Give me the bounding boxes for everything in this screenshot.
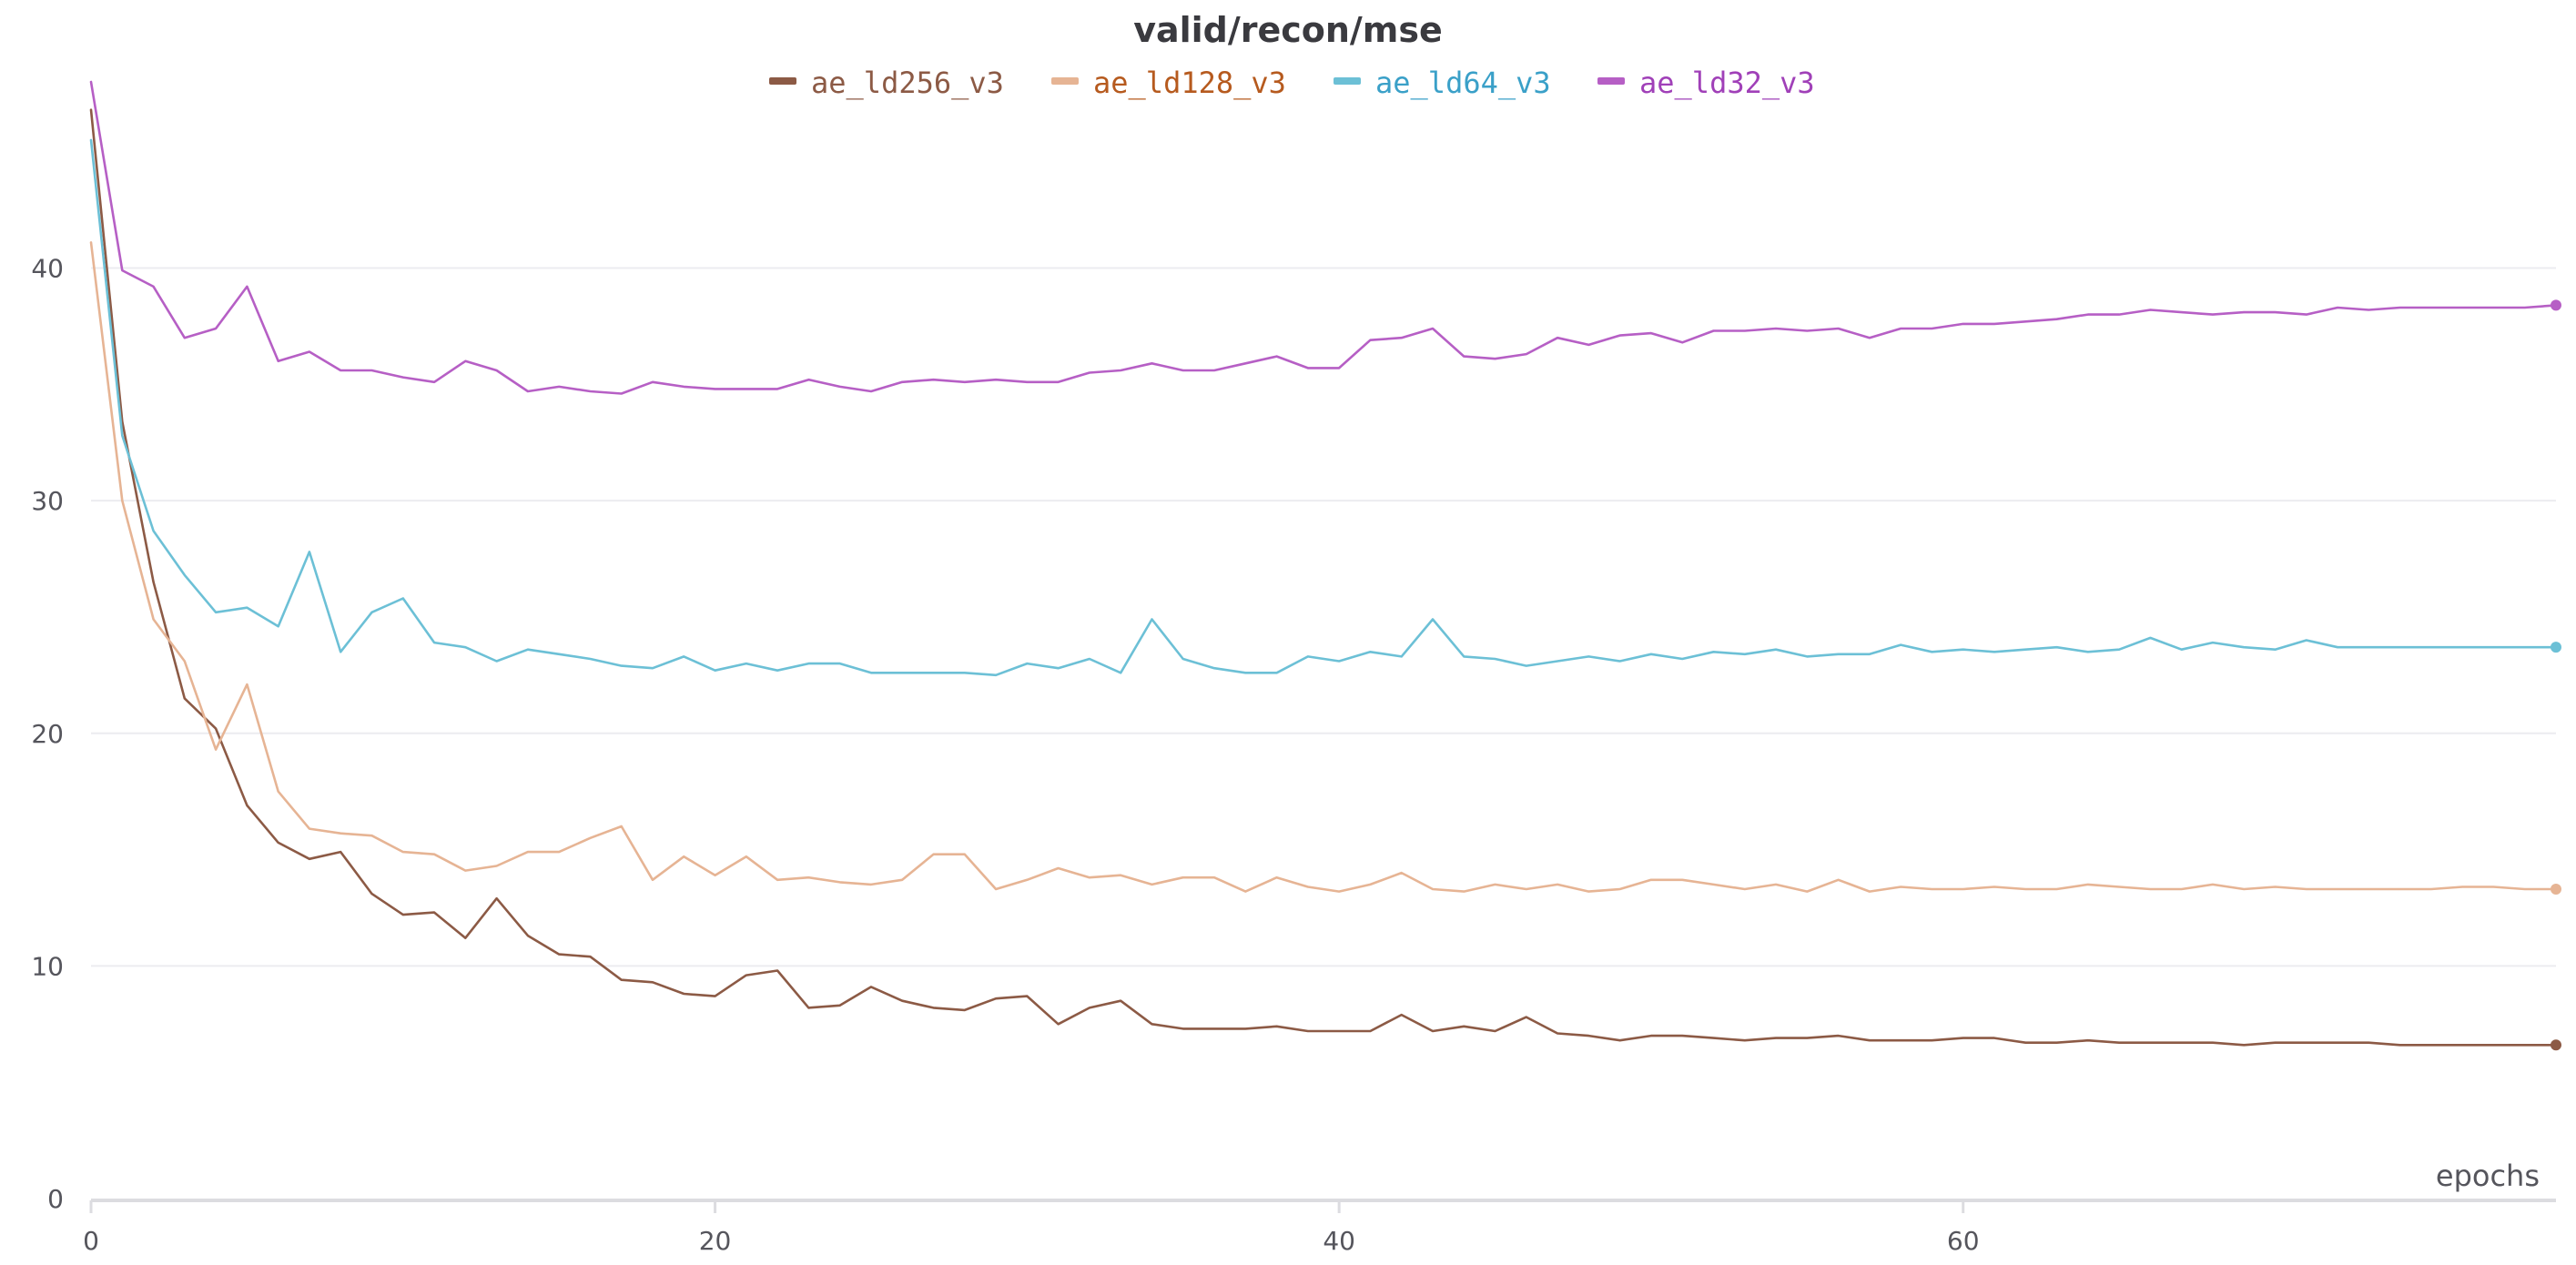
y-tick-label: 40 [31,254,64,284]
legend-swatch [769,77,796,85]
x-tick-label: 20 [699,1226,732,1256]
x-tick-label: 40 [1323,1226,1355,1256]
legend-item-ae_ld64_v3[interactable]: ae_ld64_v3 [1334,66,1551,100]
legend-label: ae_ld32_v3 [1639,66,1815,100]
series-line-ae_ld32_v3 [89,80,2558,395]
series-end-marker-ae_ld32_v3 [2551,299,2561,311]
y-tick-label: 20 [31,719,64,749]
legend-swatch [1597,77,1625,85]
series-line-ae_ld64_v3 [89,138,2558,677]
chart-title: valid/recon/mse [1133,10,1443,50]
legend-label: ae_ld256_v3 [811,66,1004,100]
legend-swatch [1334,77,1361,85]
grid [91,267,2556,967]
x-tick-label: 60 [1947,1226,1980,1256]
legend: ae_ld256_v3 ae_ld128_v3 ae_ld64_v3 ae_ld32_… [769,66,1815,100]
series-line-ae_ld256_v3 [89,108,2558,1047]
y-tick-label: 30 [31,486,64,516]
y-tick-label: 0 [47,1184,64,1214]
series-group [89,80,2561,1051]
series-line-ae_ld128_v3 [89,241,2558,893]
legend-label: ae_ld64_v3 [1375,66,1551,100]
x-tick-label: 0 [83,1226,99,1256]
legend-item-ae_ld128_v3[interactable]: ae_ld128_v3 [1051,66,1286,100]
series-end-marker-ae_ld64_v3 [2551,642,2561,653]
legend-label: ae_ld128_v3 [1093,66,1286,100]
series-end-marker-ae_ld256_v3 [2551,1039,2561,1051]
legend-swatch [1051,77,1079,85]
x-axis-label: epochs [2436,1159,2540,1193]
y-tick-label: 10 [31,951,64,981]
y-axis: 0 10 20 30 40 [31,254,64,1215]
legend-item-ae_ld32_v3[interactable]: ae_ld32_v3 [1597,66,1815,100]
series-end-marker-ae_ld128_v3 [2551,884,2561,896]
x-axis: 0 20 40 60 [83,1199,2556,1256]
legend-item-ae_ld256_v3[interactable]: ae_ld256_v3 [769,66,1004,100]
